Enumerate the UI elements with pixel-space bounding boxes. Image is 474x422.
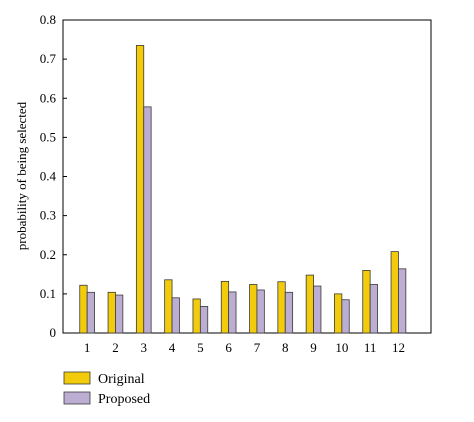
bar-proposed-7 xyxy=(256,289,265,334)
y-tick-label: 0.1 xyxy=(40,286,56,301)
y-tick-label: 0.2 xyxy=(40,247,56,262)
x-tick-label: 5 xyxy=(197,340,204,355)
bar-original-4 xyxy=(164,279,173,334)
y-tick-label: 0.5 xyxy=(40,129,56,144)
y-tick-label: 0.8 xyxy=(40,12,56,27)
x-tick-label: 1 xyxy=(84,340,91,355)
bar-original-11 xyxy=(362,269,371,334)
bar-proposed-3 xyxy=(143,106,152,334)
bar-original-5 xyxy=(192,298,201,334)
x-tick-label: 12 xyxy=(392,340,405,355)
bars xyxy=(79,45,407,334)
bar-original-8 xyxy=(277,281,286,334)
bar-original-1 xyxy=(79,284,88,334)
legend-swatch-proposed xyxy=(63,391,91,405)
legend: Original Proposed xyxy=(63,371,150,407)
bar-proposed-4 xyxy=(171,297,180,334)
bar-proposed-11 xyxy=(369,284,378,334)
bar-proposed-9 xyxy=(313,285,322,334)
x-tick-label: 3 xyxy=(141,340,148,355)
x-tick-label: 11 xyxy=(364,340,377,355)
bar-original-3 xyxy=(135,45,145,334)
y-tick-label: 0.3 xyxy=(40,208,56,223)
y-tick-label: 0.6 xyxy=(40,90,57,105)
bar-proposed-1 xyxy=(86,291,95,334)
y-tick-label: 0.7 xyxy=(40,51,57,66)
bar-original-12 xyxy=(390,251,399,334)
bar-proposed-8 xyxy=(284,291,294,334)
y-tick-label: 0.4 xyxy=(40,169,57,184)
bar-original-2 xyxy=(107,291,116,334)
legend-swatch-original xyxy=(63,371,91,385)
x-tick-label: 7 xyxy=(254,340,261,355)
legend-label-proposed: Proposed xyxy=(98,392,150,407)
y-axis-title: probability of being selected xyxy=(14,101,29,250)
x-tick-label: 9 xyxy=(310,340,317,355)
bar-original-7 xyxy=(249,284,258,334)
x-tick-label: 6 xyxy=(225,340,232,355)
bar-proposed-10 xyxy=(341,299,350,334)
legend-label-original: Original xyxy=(98,372,145,387)
x-tick-label: 8 xyxy=(282,340,289,355)
bar-proposed-5 xyxy=(199,305,209,334)
bar-proposed-2 xyxy=(115,294,124,334)
y-axis: 0 0.1 0.2 0.3 0.4 0.5 0.6 0.7 0.8 xyxy=(40,12,67,340)
bar-proposed-12 xyxy=(398,268,407,334)
bar-proposed-6 xyxy=(228,291,237,334)
bar-original-10 xyxy=(334,293,343,334)
x-tick-label: 4 xyxy=(169,340,176,355)
bar-original-9 xyxy=(305,274,314,334)
bar-original-6 xyxy=(220,280,230,334)
y-tick-label: 0 xyxy=(50,325,57,340)
x-tick-label: 10 xyxy=(335,340,348,355)
x-tick-label: 2 xyxy=(112,340,119,355)
